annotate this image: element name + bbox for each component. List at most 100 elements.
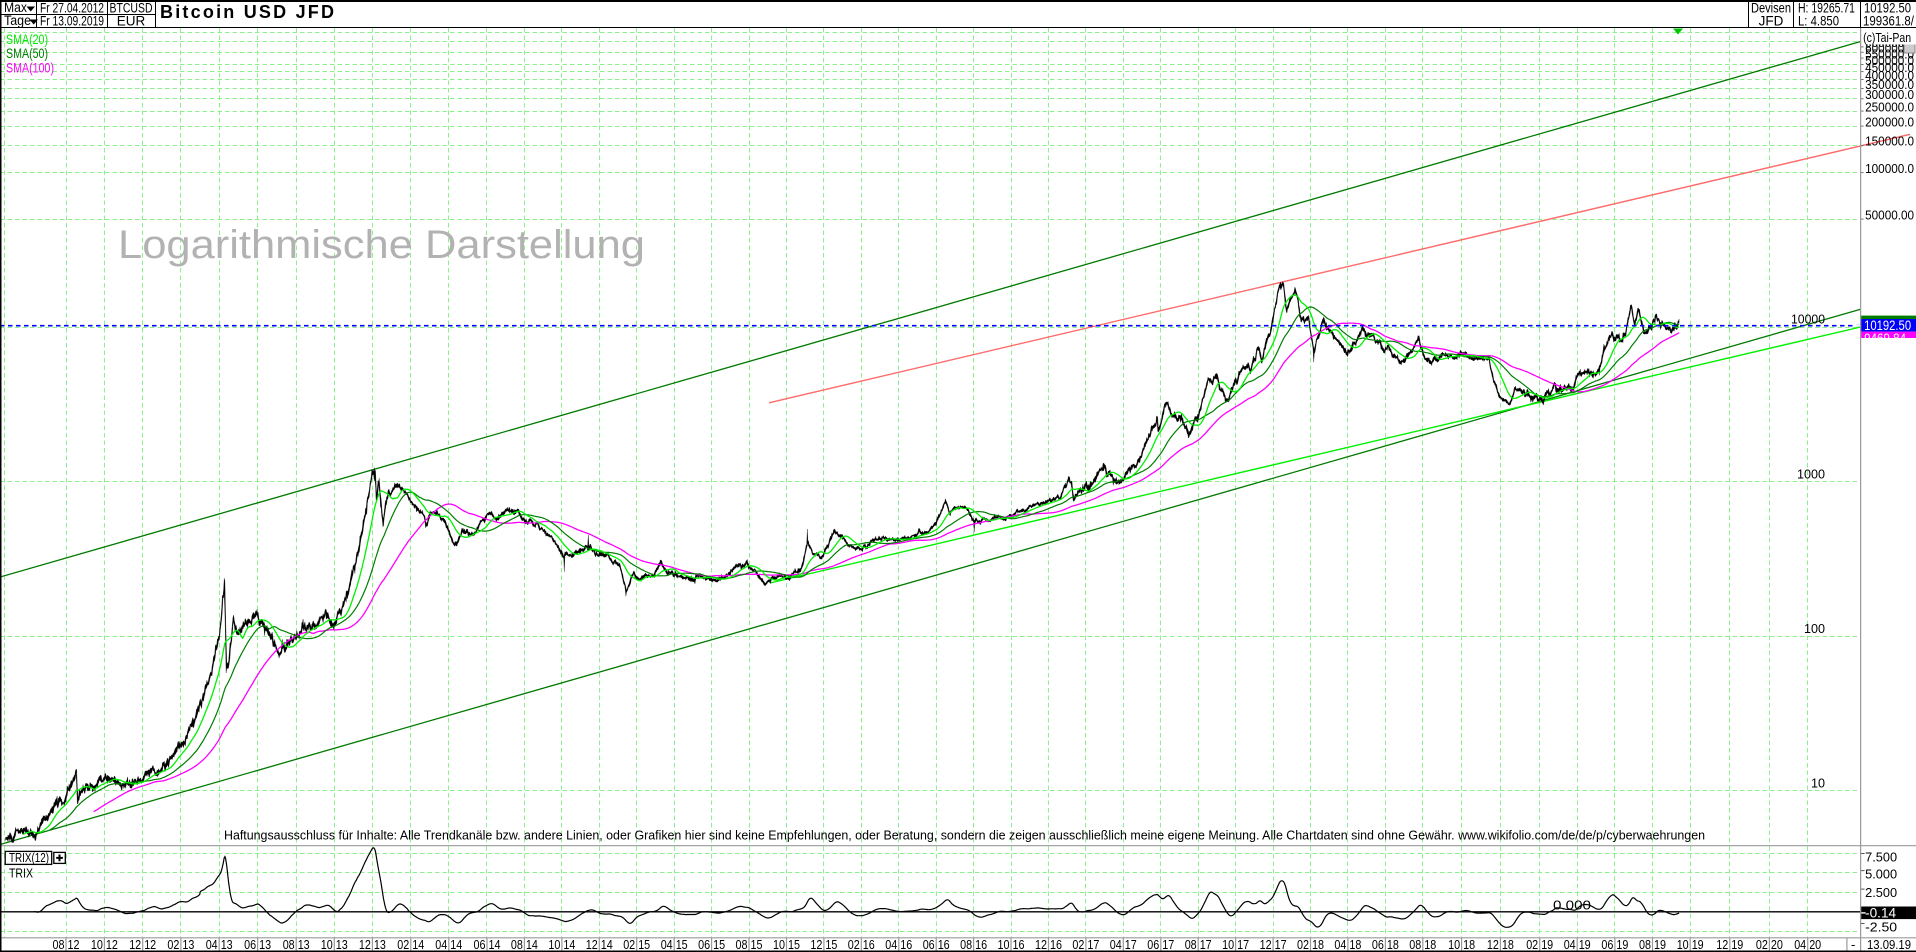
svg-text:0.000: 0.000 bbox=[1553, 898, 1591, 913]
svg-text:06: 06 bbox=[244, 937, 256, 952]
svg-text:L: 4.850: L: 4.850 bbox=[1798, 14, 1839, 29]
svg-text:08: 08 bbox=[736, 937, 748, 952]
svg-text:13: 13 bbox=[374, 937, 386, 952]
svg-text:10192.50: 10192.50 bbox=[1864, 1, 1911, 16]
svg-text:50000.00: 50000.00 bbox=[1865, 207, 1914, 222]
svg-text:19: 19 bbox=[1692, 937, 1704, 952]
svg-text:12: 12 bbox=[810, 937, 822, 952]
svg-text:7.500: 7.500 bbox=[1865, 850, 1897, 865]
svg-text:17: 17 bbox=[1125, 937, 1137, 952]
svg-text:13: 13 bbox=[182, 937, 194, 952]
svg-text:13: 13 bbox=[298, 937, 310, 952]
svg-text:12: 12 bbox=[1035, 937, 1047, 952]
svg-text:SMA(50): SMA(50) bbox=[6, 46, 48, 61]
svg-text:13: 13 bbox=[221, 937, 233, 952]
svg-text:SMA(20): SMA(20) bbox=[6, 32, 48, 47]
svg-text:20: 20 bbox=[1771, 937, 1783, 952]
svg-text:12: 12 bbox=[359, 937, 371, 952]
svg-text:10: 10 bbox=[91, 937, 103, 952]
svg-text:-0.14: -0.14 bbox=[1865, 905, 1896, 920]
svg-text:19: 19 bbox=[1654, 937, 1666, 952]
svg-text:Haftungsausschluss für Inhalte: Haftungsausschluss für Inhalte: Alle Tre… bbox=[224, 828, 1705, 843]
svg-text:550000.0: 550000.0 bbox=[1865, 46, 1914, 61]
svg-text:12: 12 bbox=[586, 937, 598, 952]
svg-text:500000.0: 500000.0 bbox=[1865, 53, 1914, 68]
svg-text:13.09.19: 13.09.19 bbox=[1867, 937, 1911, 952]
svg-text:04: 04 bbox=[1334, 937, 1346, 952]
svg-text:06: 06 bbox=[1147, 937, 1159, 952]
svg-text:19: 19 bbox=[1616, 937, 1628, 952]
svg-text:15: 15 bbox=[638, 937, 650, 952]
svg-text:17: 17 bbox=[1162, 937, 1174, 952]
svg-text:19: 19 bbox=[1541, 937, 1553, 952]
svg-text:15: 15 bbox=[676, 937, 688, 952]
svg-text:08: 08 bbox=[1409, 937, 1421, 952]
svg-text:02: 02 bbox=[1526, 937, 1538, 952]
svg-text:18: 18 bbox=[1349, 937, 1361, 952]
svg-text:10: 10 bbox=[321, 937, 333, 952]
svg-text:350000.0: 350000.0 bbox=[1865, 77, 1914, 92]
svg-text:04: 04 bbox=[1564, 937, 1576, 952]
svg-text:12: 12 bbox=[129, 937, 141, 952]
svg-text:14: 14 bbox=[489, 937, 501, 952]
svg-text:16: 16 bbox=[1013, 937, 1025, 952]
svg-text:EUR: EUR bbox=[117, 14, 146, 29]
svg-text:02: 02 bbox=[623, 937, 635, 952]
svg-text:12: 12 bbox=[106, 937, 118, 952]
svg-text:04: 04 bbox=[1110, 937, 1122, 952]
svg-text:18: 18 bbox=[1312, 937, 1324, 952]
svg-text:16: 16 bbox=[938, 937, 950, 952]
svg-text:02: 02 bbox=[848, 937, 860, 952]
svg-text:(c)Tai-Pan: (c)Tai-Pan bbox=[1863, 30, 1911, 45]
svg-text:BTCUSD: BTCUSD bbox=[110, 1, 153, 16]
svg-text:06: 06 bbox=[1372, 937, 1384, 952]
svg-text:02: 02 bbox=[1297, 937, 1309, 952]
svg-text:15: 15 bbox=[788, 937, 800, 952]
svg-text:5.000: 5.000 bbox=[1865, 867, 1897, 882]
svg-text:2.500: 2.500 bbox=[1865, 885, 1897, 900]
svg-text:10: 10 bbox=[773, 937, 785, 952]
svg-text:14: 14 bbox=[526, 937, 538, 952]
svg-text:TRIX(12): TRIX(12) bbox=[9, 851, 49, 865]
svg-text:14: 14 bbox=[412, 937, 424, 952]
svg-text:14: 14 bbox=[601, 937, 613, 952]
svg-text:04: 04 bbox=[206, 937, 218, 952]
svg-text:TRIX: TRIX bbox=[9, 867, 34, 881]
svg-text:10: 10 bbox=[1448, 937, 1460, 952]
svg-text:400000.0: 400000.0 bbox=[1865, 68, 1914, 83]
svg-text:14: 14 bbox=[450, 937, 462, 952]
svg-text:14: 14 bbox=[563, 937, 575, 952]
svg-text:199361.8/: 199361.8/ bbox=[1863, 14, 1914, 29]
svg-text:18: 18 bbox=[1387, 937, 1399, 952]
svg-text:18: 18 bbox=[1463, 937, 1475, 952]
svg-text:04: 04 bbox=[661, 937, 673, 952]
svg-text:10: 10 bbox=[1222, 937, 1234, 952]
svg-text:Fr 27.04.2012: Fr 27.04.2012 bbox=[40, 1, 104, 16]
svg-text:12: 12 bbox=[1260, 937, 1272, 952]
svg-text:12: 12 bbox=[144, 937, 156, 952]
svg-text:19: 19 bbox=[1731, 937, 1743, 952]
svg-text:Logarithmische Darstellung: Logarithmische Darstellung bbox=[118, 223, 645, 267]
svg-text:Bitcoin USD JFD: Bitcoin USD JFD bbox=[160, 2, 334, 22]
svg-text:16: 16 bbox=[975, 937, 987, 952]
svg-text:9469.84: 9469.84 bbox=[1864, 331, 1906, 346]
svg-text:250000.0: 250000.0 bbox=[1865, 99, 1914, 114]
svg-text:16: 16 bbox=[863, 937, 875, 952]
svg-text:02: 02 bbox=[1072, 937, 1084, 952]
svg-text:1000: 1000 bbox=[1797, 466, 1825, 481]
svg-text:08: 08 bbox=[960, 937, 972, 952]
svg-text:10: 10 bbox=[548, 937, 560, 952]
svg-text:08: 08 bbox=[53, 937, 65, 952]
svg-text:15: 15 bbox=[825, 937, 837, 952]
svg-text:08: 08 bbox=[1185, 937, 1197, 952]
svg-text:12: 12 bbox=[68, 937, 80, 952]
svg-text:02: 02 bbox=[167, 937, 179, 952]
svg-text:18: 18 bbox=[1424, 937, 1436, 952]
svg-text:04: 04 bbox=[885, 937, 897, 952]
svg-text:13: 13 bbox=[336, 937, 348, 952]
svg-text:17: 17 bbox=[1237, 937, 1249, 952]
svg-text:10000: 10000 bbox=[1791, 312, 1825, 327]
svg-text:17: 17 bbox=[1087, 937, 1099, 952]
svg-text:Devisen: Devisen bbox=[1751, 1, 1791, 16]
svg-text:13: 13 bbox=[259, 937, 271, 952]
